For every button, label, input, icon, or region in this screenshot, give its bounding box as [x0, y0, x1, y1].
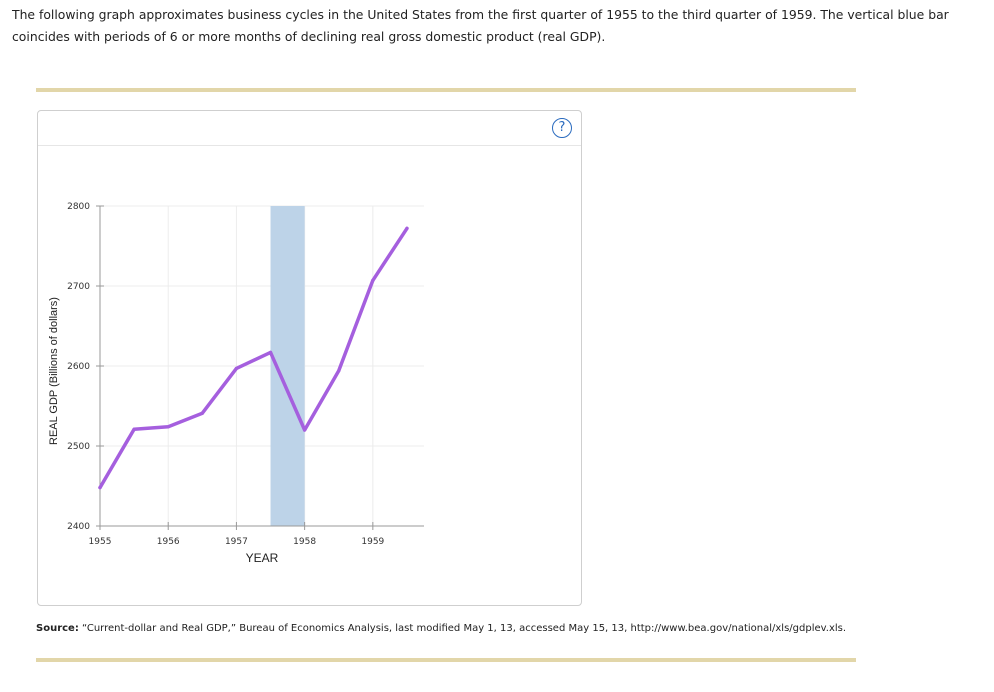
- y-tick-label: 2700: [67, 282, 90, 292]
- gdp-data-point: [337, 369, 341, 373]
- y-axis-label: REAL GDP (Billions of dollars): [48, 297, 60, 445]
- gdp-data-point: [98, 486, 102, 490]
- top-divider: [36, 88, 856, 92]
- gdp-data-point: [405, 226, 409, 230]
- source-label: Source:: [36, 623, 79, 634]
- x-axis-label: YEAR: [246, 551, 279, 565]
- x-tick-label: 1955: [89, 537, 112, 547]
- x-tick-label: 1957: [225, 537, 248, 547]
- gdp-data-point: [234, 366, 239, 370]
- y-tick-label: 2600: [67, 362, 90, 372]
- y-tick-label: 2800: [67, 202, 90, 212]
- x-tick-label: 1958: [293, 537, 316, 547]
- y-tick-label: 2400: [67, 522, 90, 532]
- gdp-series-line: [98, 226, 409, 490]
- gdp-data-point: [371, 278, 375, 282]
- gdp-data-point: [166, 425, 170, 429]
- gdp-data-point: [268, 350, 273, 354]
- question-intro: The following graph approximates busines…: [12, 4, 972, 48]
- x-tick-label: 1956: [157, 537, 180, 547]
- gdp-data-point: [132, 427, 136, 431]
- gdp-data-point: [200, 411, 204, 415]
- question-circle-icon[interactable]: ?: [552, 118, 572, 138]
- intro-line-2: coincides with periods of 6 or more mont…: [12, 29, 606, 44]
- gdp-data-point: [303, 428, 307, 432]
- intro-line-1: The following graph approximates busines…: [12, 7, 949, 22]
- x-tick-label: 1959: [361, 537, 384, 547]
- gdp-chart: 2400 2500 2600 2700 2800 1955 1956 1957 1958 1959…: [48, 202, 424, 565]
- bottom-divider: [36, 658, 856, 662]
- y-tick-label: 2500: [67, 442, 90, 452]
- source-note: Source: “Current-dollar and Real GDP,” B…: [36, 623, 936, 634]
- graph-panel: ? 2400 2500 2600 2700 2800 1955 1956 1957 1958 19…: [37, 110, 582, 606]
- source-text: “Current-dollar and Real GDP,” Bureau of…: [82, 623, 847, 634]
- graph-panel-header: ?: [38, 111, 581, 146]
